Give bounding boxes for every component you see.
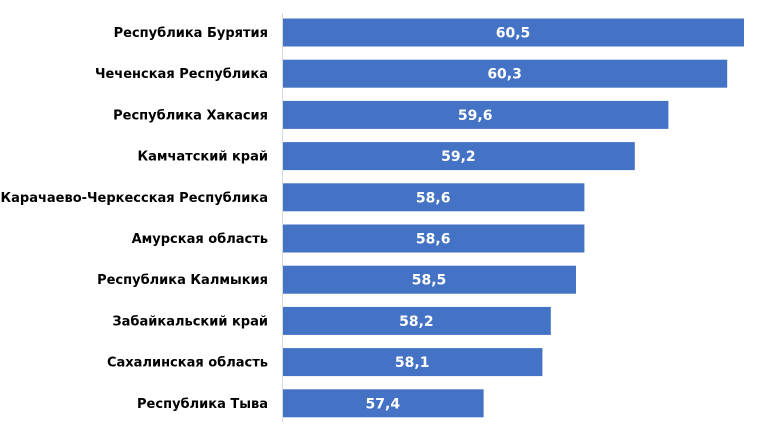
data-label: 57,4 <box>366 396 401 412</box>
data-label: 58,2 <box>399 314 434 330</box>
data-label: 58,6 <box>416 190 451 206</box>
category-label: Забайкальский край <box>112 314 268 329</box>
bar <box>283 348 543 377</box>
bar <box>283 389 484 418</box>
category-label: Республика Тыва <box>137 397 268 412</box>
bar <box>283 265 576 294</box>
data-label: 60,3 <box>487 67 522 83</box>
category-label: Республика Бурятия <box>114 26 268 41</box>
category-label: Чеченская Республика <box>95 67 268 82</box>
data-label: 59,2 <box>441 149 476 165</box>
bar <box>283 59 728 88</box>
category-label: Республика Хакасия <box>113 108 268 123</box>
data-label: 58,5 <box>412 273 447 289</box>
bar <box>283 224 585 253</box>
category-label: Амурская область <box>132 232 268 247</box>
bar <box>283 306 551 335</box>
category-label: Камчатский край <box>137 150 268 165</box>
data-label: 60,5 <box>496 26 531 42</box>
bar <box>283 142 635 171</box>
data-label: 58,1 <box>395 355 430 371</box>
data-label: 58,6 <box>416 232 451 248</box>
data-label: 59,6 <box>458 108 493 124</box>
bar <box>283 100 669 129</box>
bar <box>283 18 744 47</box>
category-label: Сахалинская область <box>107 356 268 371</box>
bar <box>283 183 585 212</box>
category-label: Республика Калмыкия <box>97 273 268 288</box>
category-label: Карачаево-Черкесская Республика <box>0 191 268 206</box>
